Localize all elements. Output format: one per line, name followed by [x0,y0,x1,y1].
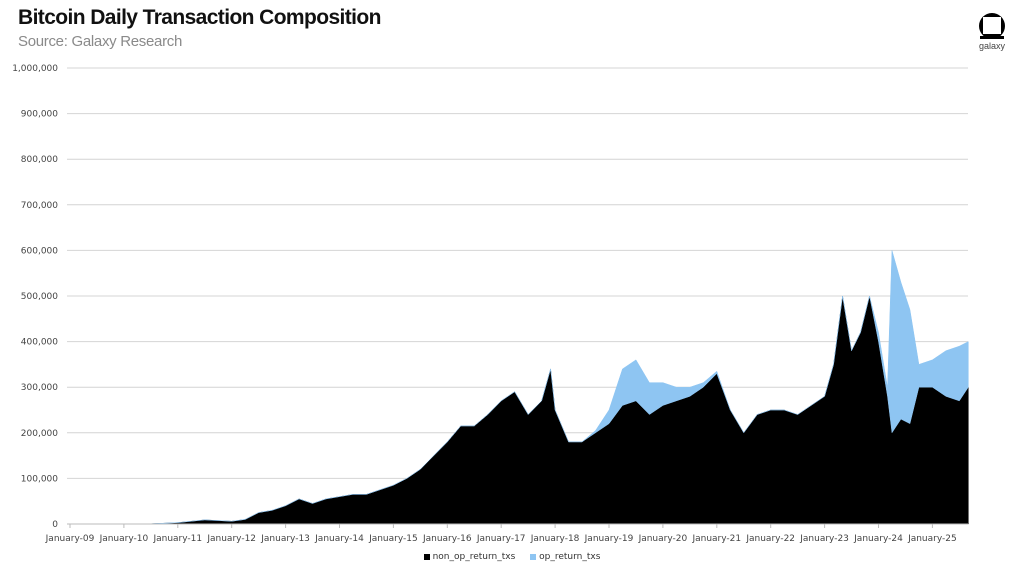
y-tick-label: 100,000 [21,474,58,484]
y-tick-label: 600,000 [21,246,58,256]
legend: non_op_return_txs op_return_txs [0,552,1024,562]
x-tick-label: January-15 [368,534,418,544]
legend-swatch [423,553,430,560]
x-tick-label: January-23 [799,534,849,544]
legend-swatch [530,553,537,560]
x-tick-label: January-21 [691,534,741,544]
y-tick-label: 900,000 [21,110,58,120]
x-tick-label: January-20 [638,534,688,544]
x-tick-label: January-24 [853,534,903,544]
chart-title: Bitcoin Daily Transaction Composition [18,6,381,29]
y-tick-label: 1,000,000 [12,64,58,74]
area-non-op-return-txs [69,295,969,525]
x-tick-label: January-09 [45,534,95,544]
y-tick-label: 800,000 [21,155,58,165]
legend-item-non-op-return: non_op_return_txs [423,552,516,562]
y-tick-label: 500,000 [21,292,58,302]
chart-subtitle: Source: Galaxy Research [18,33,183,50]
x-tick-label: January-16 [422,534,472,544]
y-tick-label: 200,000 [21,429,58,439]
x-tick-label: January-13 [260,534,310,544]
legend-label: op_return_txs [539,552,601,562]
x-tick-label: January-10 [99,534,149,544]
legend-label: non_op_return_txs [432,552,516,562]
galaxy-logo-icon [979,13,1005,39]
x-tick-label: January-25 [907,534,957,544]
y-tick-label: 700,000 [21,201,58,211]
area-op-return-txs [69,250,969,525]
x-tick-label: January-12 [206,534,256,544]
x-tick-label: January-17 [476,534,526,544]
y-tick-label: 400,000 [21,338,58,348]
x-tick-label: January-19 [584,534,634,544]
x-tick-label: January-14 [314,534,364,544]
x-tick-label: January-11 [152,534,202,544]
x-tick-label: January-18 [530,534,580,544]
y-tick-label: 300,000 [21,383,58,393]
x-tick-label: January-22 [745,534,795,544]
y-tick-label: 0 [52,520,58,530]
logo-text: galaxy [978,41,1005,51]
legend-item-op-return: op_return_txs [530,552,600,562]
